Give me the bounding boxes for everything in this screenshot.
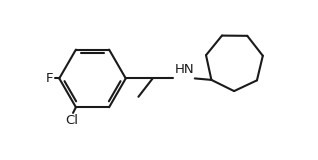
Text: Cl: Cl — [66, 114, 79, 127]
Text: F: F — [46, 72, 53, 85]
Text: HN: HN — [175, 63, 194, 76]
